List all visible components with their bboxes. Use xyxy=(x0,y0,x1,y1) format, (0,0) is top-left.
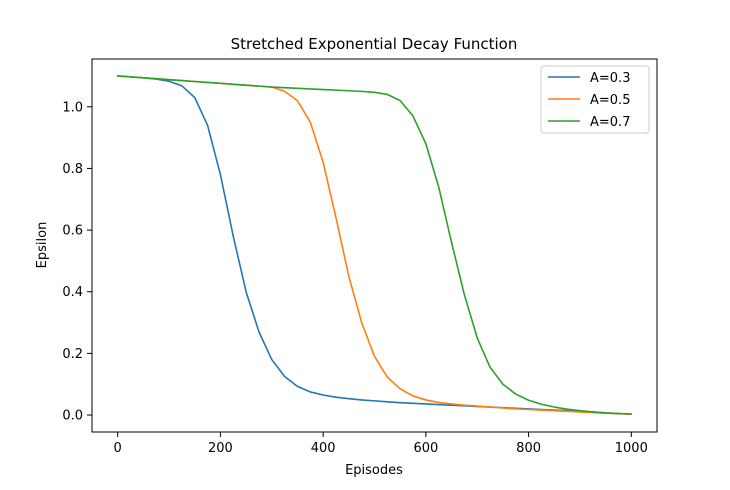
y-tick-label: 0.2 xyxy=(62,347,83,362)
legend-box xyxy=(540,65,650,134)
y-tick-label: 1.0 xyxy=(62,100,83,115)
x-tick-label: 1000 xyxy=(615,441,648,456)
x-tick-label: 600 xyxy=(413,441,438,456)
series-layer xyxy=(116,75,633,415)
legend-label-1: A=0.3 xyxy=(590,71,630,86)
x-tick-label: 400 xyxy=(311,441,336,456)
y-tick-label: 0.8 xyxy=(62,162,83,177)
y-tick-label: 0.6 xyxy=(62,224,83,239)
plot-area-frame xyxy=(91,58,658,433)
y-axis-label: Epsilon xyxy=(35,222,50,269)
y-tick-label: 0.0 xyxy=(62,409,83,424)
chart-title: Stretched Exponential Decay Function xyxy=(231,35,518,53)
x-tick-label: 0 xyxy=(114,441,122,456)
x-axis-label: Episodes xyxy=(345,463,403,478)
x-tick-label: 800 xyxy=(516,441,541,456)
legend-items: A=0.3 A=0.5 A=0.7 xyxy=(548,71,630,130)
series-line-3 xyxy=(116,75,633,415)
x-tick-label: 200 xyxy=(208,441,233,456)
x-axis-ticks: 0 200 400 600 800 1000 xyxy=(114,432,648,456)
y-axis-ticks: 0.0 0.2 0.4 0.6 0.8 1.0 xyxy=(62,100,92,424)
legend-label-3: A=0.7 xyxy=(590,115,630,130)
legend: A=0.3 A=0.5 A=0.7 xyxy=(540,65,650,134)
y-tick-label: 0.4 xyxy=(62,285,83,300)
legend-label-2: A=0.5 xyxy=(590,93,630,108)
